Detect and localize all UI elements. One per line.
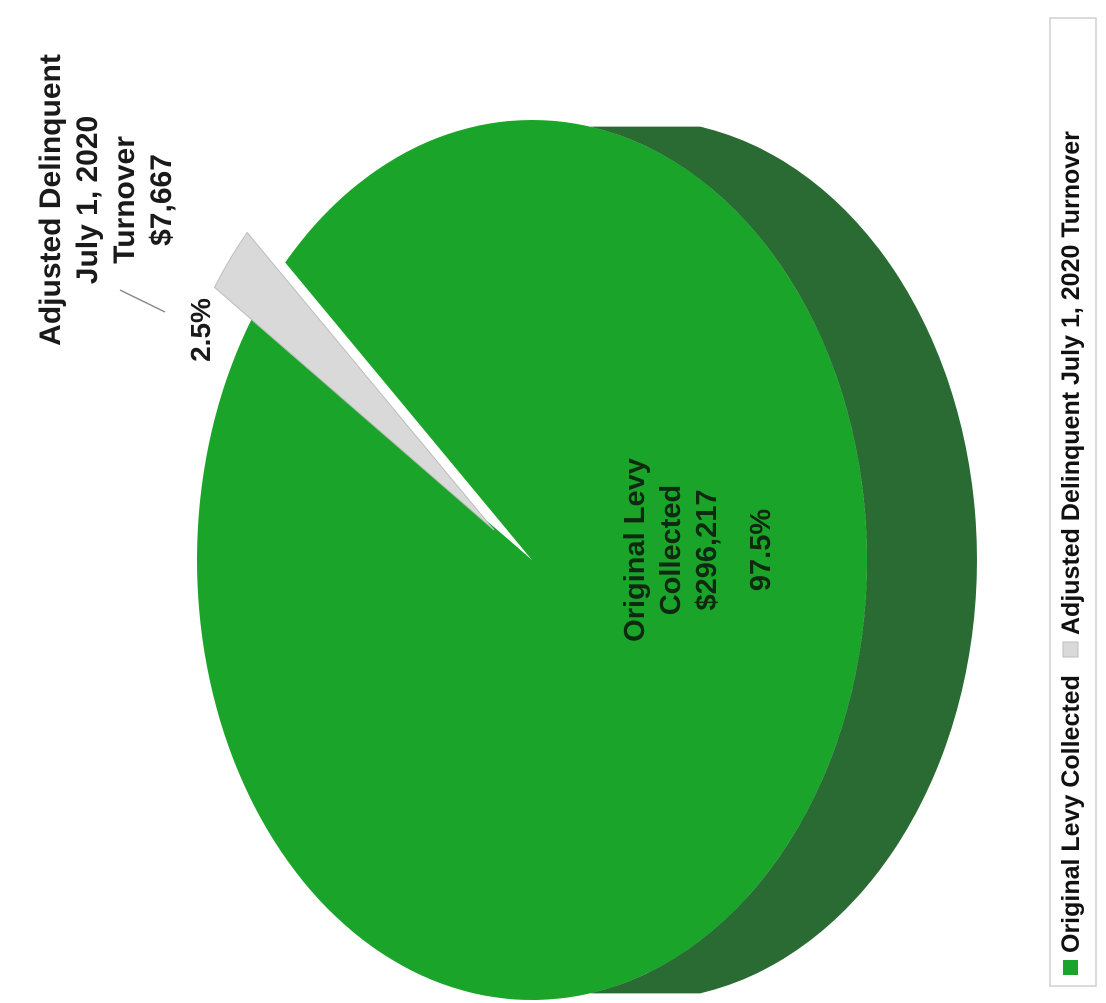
slice-0-inside-label: Original Levy Collected $296,217 97.5%: [619, 458, 777, 642]
legend-label-adjusted-delinquent: Adjusted Delinquent July 1, 2020 Turnove…: [1057, 131, 1085, 635]
legend-swatch-adjusted-delinquent: [1062, 641, 1079, 658]
legend: Original Levy Collected Adjusted Delinqu…: [1049, 17, 1097, 987]
slice-0-label-line-3: $296,217: [691, 490, 723, 611]
slice-1-label-line-3: Turnover: [108, 136, 141, 264]
slice-1-percent-text: 2.5%: [185, 298, 216, 362]
slice-1-label-line-2: July 1, 2020: [71, 116, 104, 284]
legend-label-original-levy-collected: Original Levy Collected: [1057, 675, 1085, 953]
legend-box: [1049, 17, 1097, 987]
pie-slice-adjusted-delinquent: [213, 231, 495, 531]
slice-0-label-line-2: Collected: [655, 485, 687, 616]
leader-line: [119, 289, 166, 313]
slice-1-outside-label: Adjusted Delinquent July 1, 2020 Turnove…: [34, 54, 178, 346]
slice-1-label-line-4: $7,667: [145, 154, 178, 246]
legend-swatch-original-levy-collected: [1063, 960, 1078, 975]
pie-slice-original-levy-collected: [197, 120, 868, 1001]
slice-1-label-line-1: Adjusted Delinquent: [34, 54, 67, 346]
slice-0-label-line-1: Original Levy: [619, 458, 651, 642]
slice-1-percent-label: 2.5%: [185, 298, 216, 362]
pie-depth-side: [590, 126, 977, 994]
slice-0-percent-text: 97.5%: [745, 509, 777, 591]
